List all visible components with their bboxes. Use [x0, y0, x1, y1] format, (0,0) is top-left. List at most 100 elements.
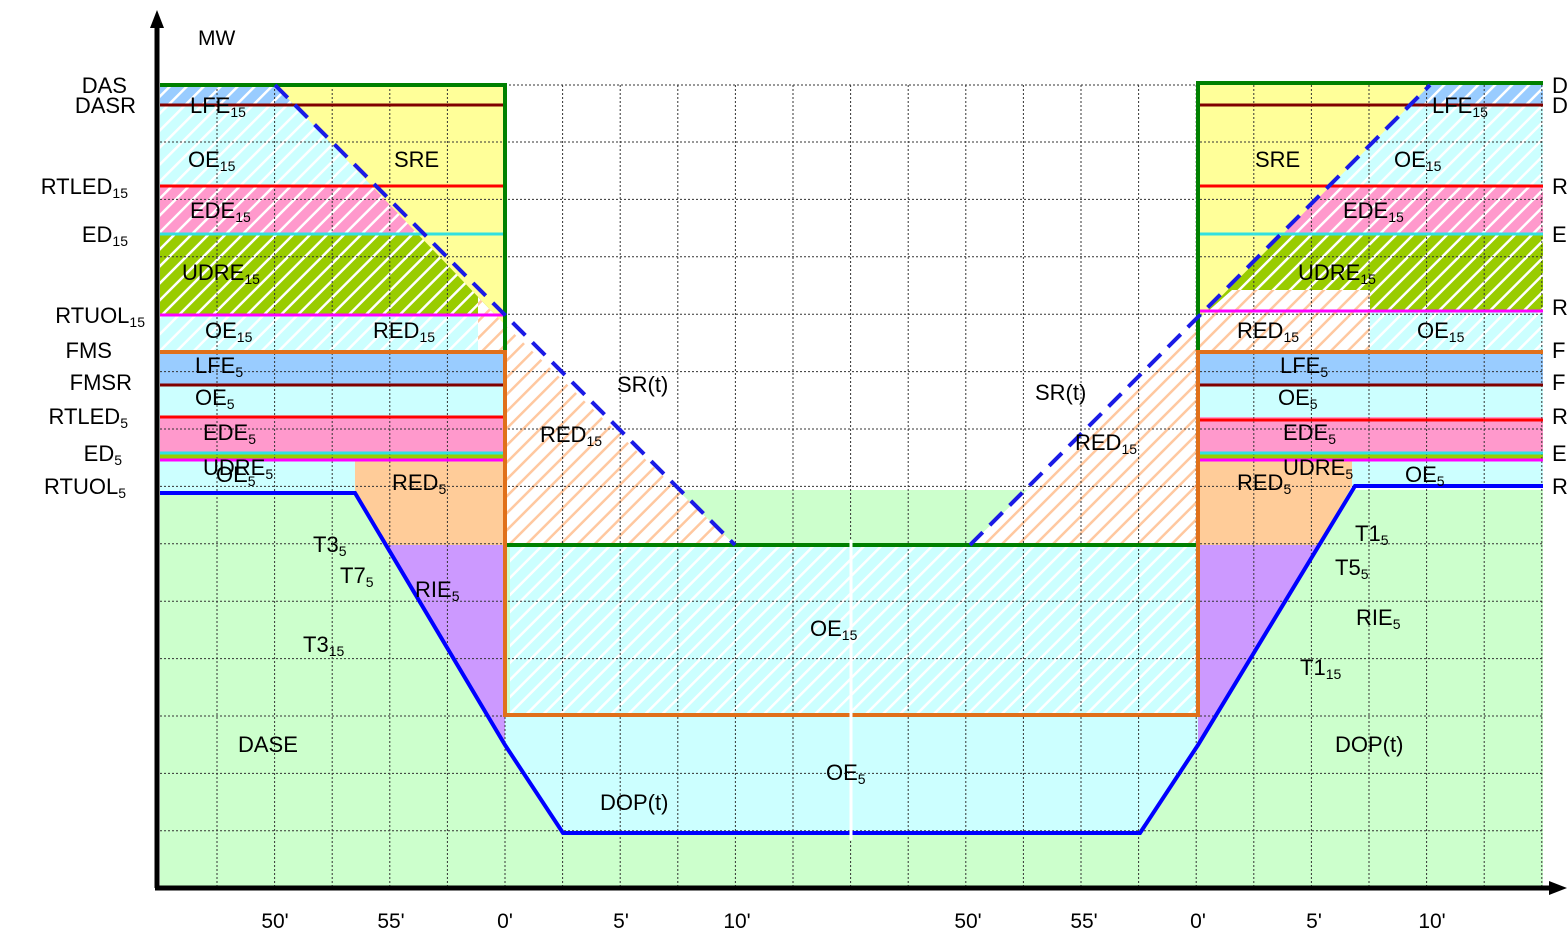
region-label: RIE5 [415, 577, 460, 604]
dop-line [160, 491, 850, 835]
region-label: OE5 [195, 385, 235, 412]
region-label: DOP(t) [600, 790, 668, 815]
region-label: UDRE5 [1283, 455, 1353, 482]
red5-region-right [1198, 460, 1352, 545]
x-tick-label: 10' [723, 910, 750, 933]
x-tick-label: 0' [497, 910, 513, 933]
region-labels: LFE15 OE15 SRE EDE15 UDRE15 OE15 RED15 LFE5 OE5 E… [182, 93, 1488, 815]
region-label: EDE15 [1343, 198, 1404, 225]
level-label-right: E [1552, 222, 1567, 247]
oe15-middle [510, 545, 1198, 715]
region-label: OE15 [810, 616, 858, 643]
x-tick-label: 50' [261, 910, 288, 933]
oe5-band-right [1198, 385, 1543, 417]
sr-ramp-left [273, 83, 737, 547]
region-label: T115 [1300, 655, 1341, 682]
oe5-under-right [1352, 460, 1543, 486]
region-label: OE5 [1405, 462, 1445, 489]
region-label: RED15 [1075, 430, 1137, 457]
region-label: EDE5 [203, 420, 256, 447]
level-label: DASR [75, 93, 136, 118]
region-label: EDE15 [190, 198, 251, 225]
region-label: SRE [1255, 147, 1300, 172]
region-label: SRE [394, 147, 439, 172]
region-label: OE15 [188, 147, 236, 174]
region-label: SR(t) [1035, 380, 1086, 405]
level-label-right: D [1552, 73, 1567, 98]
level-label: DAS [82, 73, 127, 98]
level-label-right: R [1552, 404, 1567, 429]
region-label: OE15 [1417, 318, 1465, 345]
grid-lines [160, 84, 1543, 888]
x-tick-labels: 50' 55' 0' 5' 10' 50' 55' 0' 5' 10' [261, 910, 1445, 933]
region-label: UDRE15 [1298, 260, 1376, 287]
level-label-right: R [1552, 474, 1567, 499]
region-label: DOP(t) [1335, 732, 1403, 757]
region-label: RED5 [392, 470, 446, 497]
red15-region-left [478, 297, 505, 352]
x-tick-label: 5' [613, 910, 629, 933]
sr-ramp-right [968, 83, 1432, 547]
region-label: EDE5 [1283, 420, 1336, 447]
level-label: ED5 [84, 441, 123, 468]
level-label: FMS [66, 338, 112, 363]
region-label: OE5 [1278, 385, 1318, 412]
x-tick-label: 55' [377, 910, 404, 933]
region-label: UDRE5 [203, 455, 273, 482]
x-axis-arrow-icon [1549, 881, 1567, 895]
region-label: UDRE15 [182, 260, 260, 287]
level-lines [160, 103, 1543, 462]
red5-region-left [355, 460, 505, 545]
region-label: RED5 [1237, 470, 1291, 497]
region-label: T315 [303, 632, 344, 659]
x-tick-label: 5' [1306, 910, 1322, 933]
red15-region-right [1198, 290, 1370, 352]
region-label: DASE [238, 732, 298, 757]
region-label: LFE5 [1280, 353, 1328, 380]
dop-line-right [852, 484, 1543, 835]
region-label: OE5 [216, 462, 256, 489]
oe5-under-left [160, 460, 355, 494]
level-label: FMSR [70, 370, 132, 395]
region-label: SR(t) [617, 372, 668, 397]
region-label: LFE5 [195, 353, 243, 380]
x-tick-label: 50' [954, 910, 981, 933]
axes: MW 50' 55' 0' 5' 10' 50' 55' 0' 5' 10' [150, 10, 1567, 933]
region-label: RED15 [1237, 318, 1299, 345]
region-label: RED15 [540, 422, 602, 449]
y-axis-arrow-icon [150, 10, 164, 28]
region-label: T15 [1355, 521, 1389, 548]
level-label: RTUOL15 [55, 303, 145, 330]
region-label: OE15 [1394, 147, 1442, 174]
level-label-right: F [1552, 338, 1565, 363]
schedule-lines [160, 81, 1543, 840]
x-tick-label: 10' [1418, 910, 1445, 933]
x-tick-label: 55' [1070, 910, 1097, 933]
red15-wedge-right [970, 325, 1198, 545]
level-label: RTLED5 [48, 404, 128, 431]
lfe5-band-right [1198, 352, 1543, 385]
level-label: ED15 [82, 222, 128, 249]
region-label: T35 [313, 532, 347, 559]
y-axis-title: MW [198, 27, 235, 50]
level-label-right: F [1552, 370, 1565, 395]
ede5-band-left [160, 417, 505, 453]
region-label: OE5 [826, 760, 866, 787]
das-schedule-line-right [850, 81, 1543, 547]
ede5-band-right [1198, 417, 1543, 453]
region-label: OE15 [205, 318, 253, 345]
region-label: RED15 [373, 318, 435, 345]
level-label-right: R [1552, 295, 1567, 320]
region-label: RIE5 [1356, 605, 1401, 632]
level-label: RTLED15 [41, 174, 129, 201]
level-label-right: D [1552, 93, 1567, 118]
region-label: T75 [340, 563, 374, 590]
region-label: T55 [1335, 555, 1369, 582]
x-tick-label: 0' [1190, 910, 1206, 933]
level-label-right: E [1552, 441, 1567, 466]
region-label: LFE15 [1432, 93, 1488, 120]
